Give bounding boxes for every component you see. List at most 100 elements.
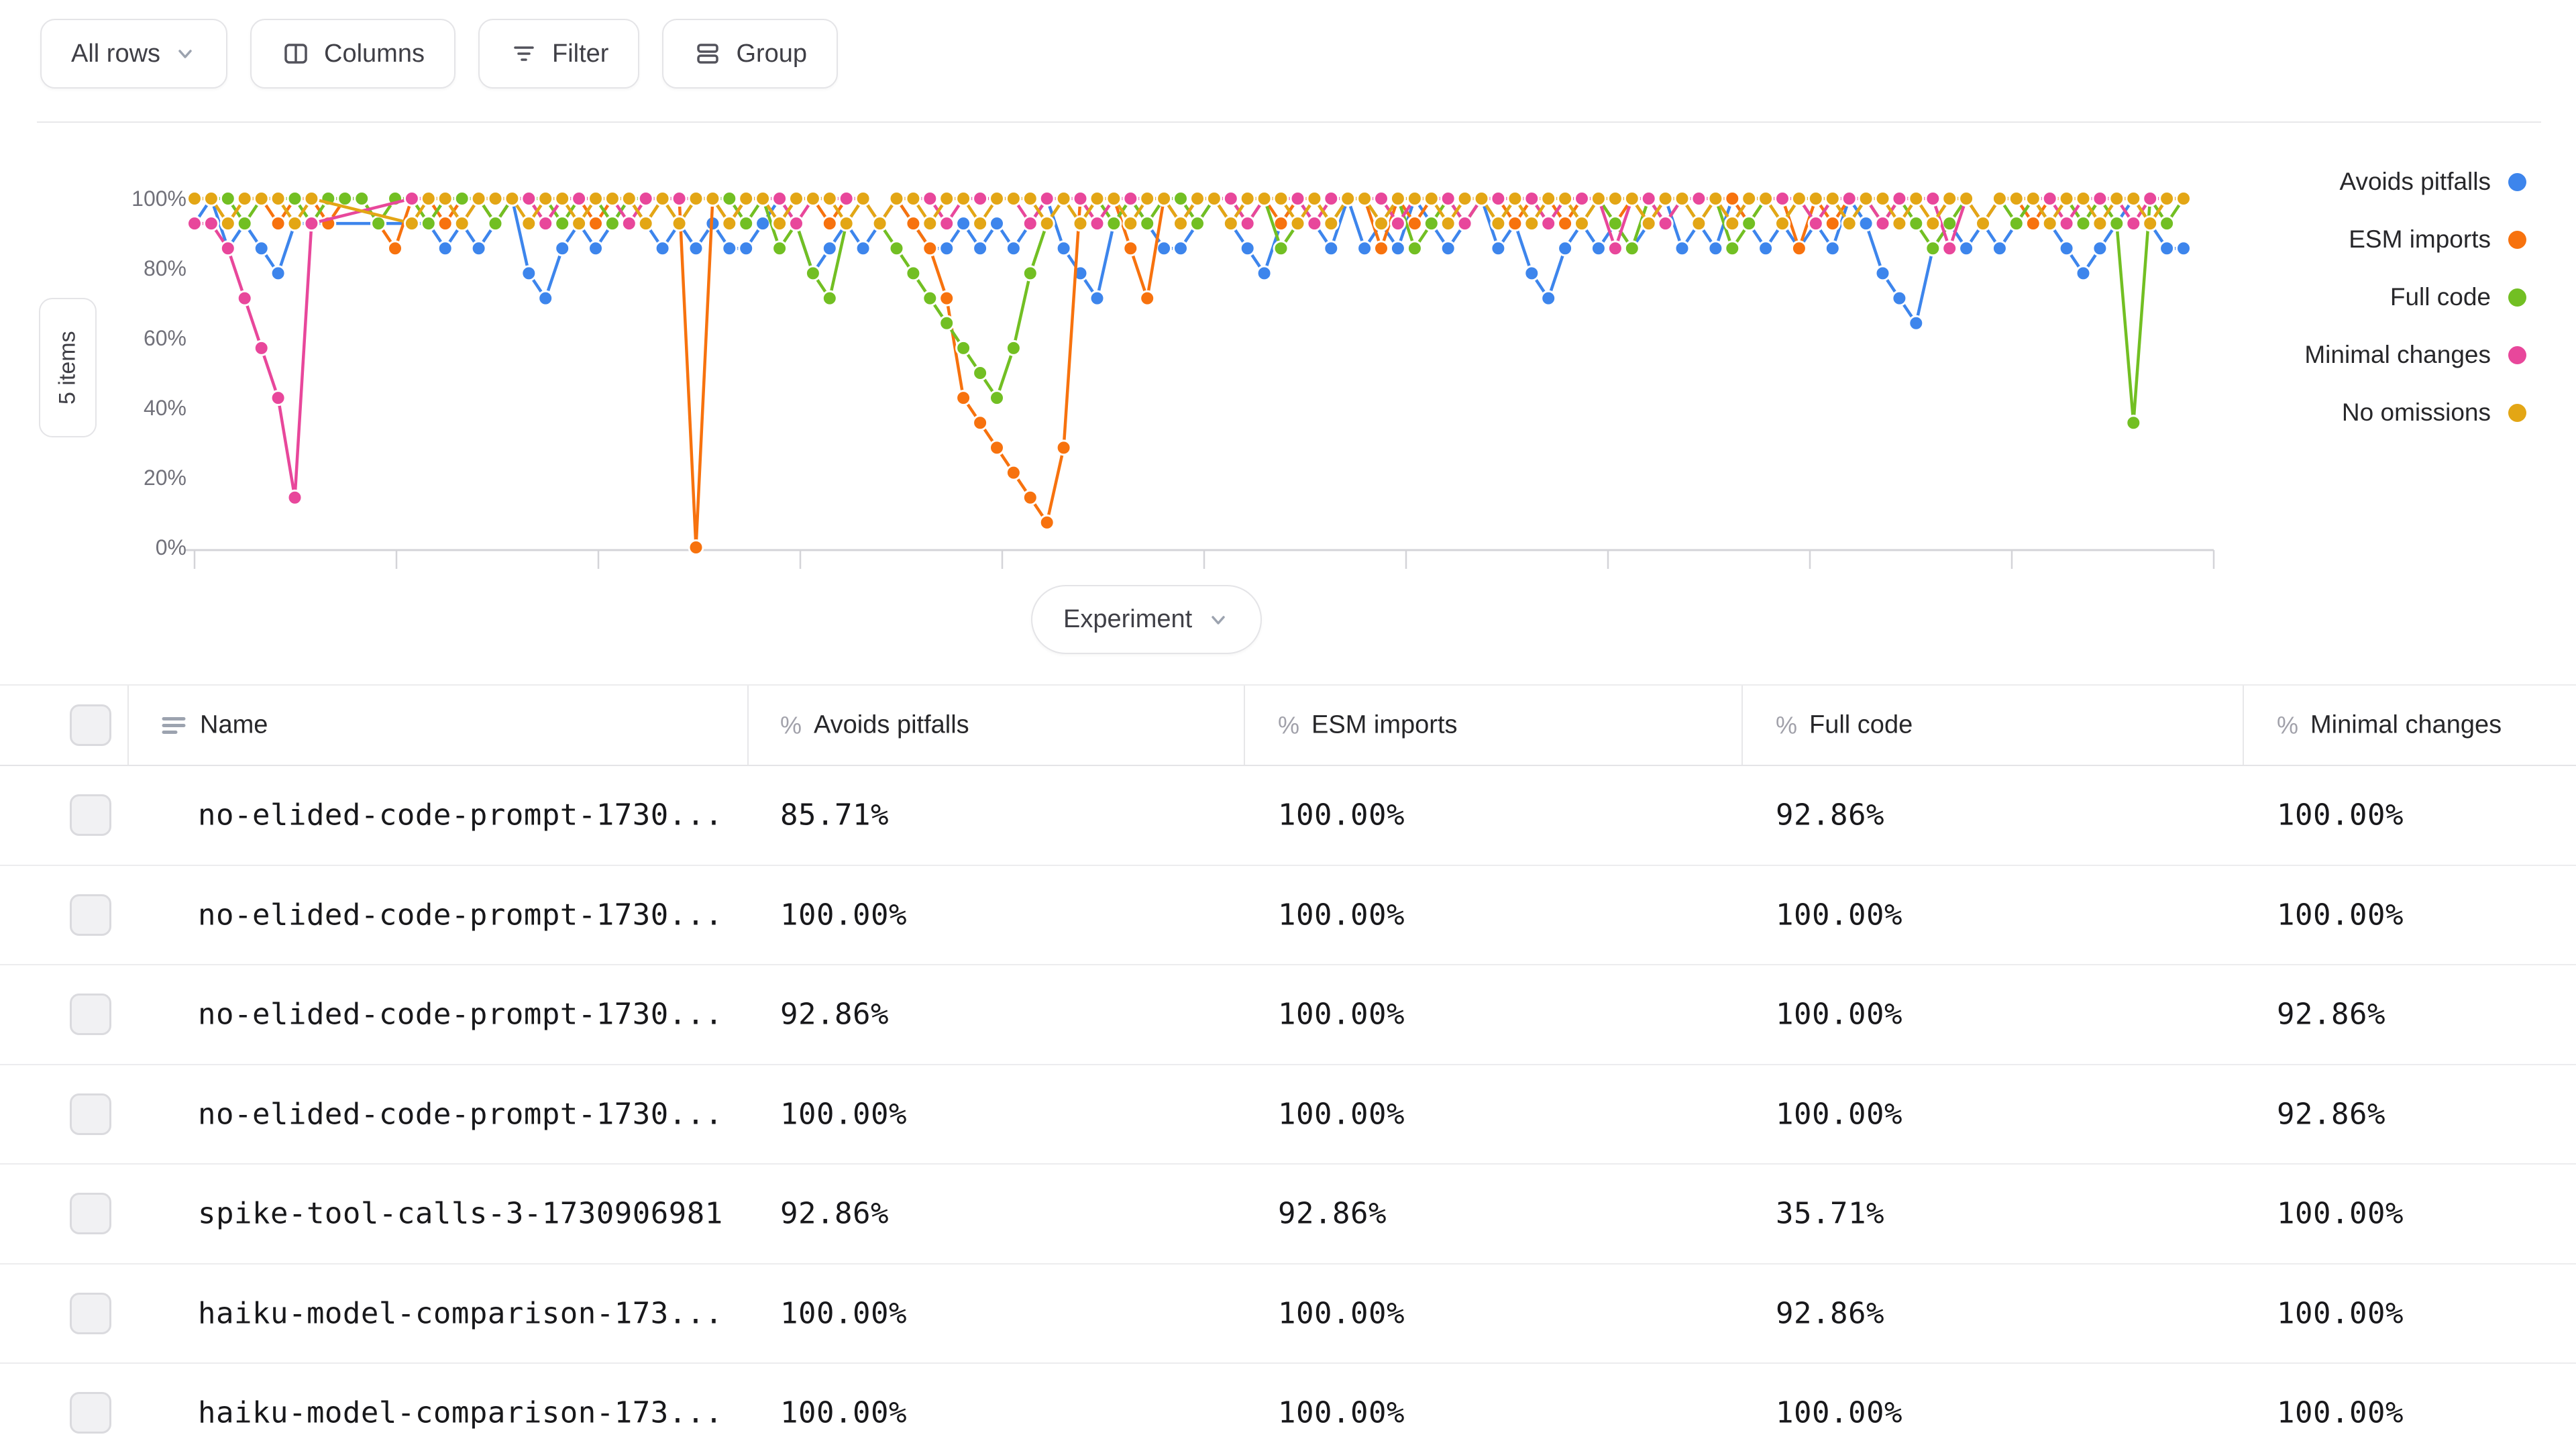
metric-value: 92.86% — [1278, 1196, 1387, 1231]
metric-value: 100.00% — [1278, 898, 1405, 932]
legend-dot — [2508, 345, 2526, 364]
percent-icon: % — [1278, 711, 1300, 739]
experiment-name[interactable]: haiku-model-comparison-173... — [198, 1395, 723, 1430]
table-row[interactable]: no-elided-code-prompt-1730... 100.00% 100.… — [0, 866, 2576, 965]
row-checkbox[interactable] — [70, 1193, 111, 1235]
series-no-omissions — [186, 191, 2192, 232]
legend-label: Full code — [2390, 283, 2491, 311]
metric-value: 100.00% — [780, 1395, 907, 1430]
y-axis-tick-label: 100% — [131, 186, 186, 211]
x-axis-field-label: Experiment — [1063, 605, 1193, 633]
x-axis-field-dropdown[interactable]: Experiment — [1031, 585, 1263, 654]
experiments-table: Name % Avoids pitfalls % ESM imports % F… — [0, 684, 2576, 1449]
metric-value: 100.00% — [1278, 1395, 1405, 1430]
series-minimal-changes — [186, 191, 2192, 506]
legend-item[interactable]: No omissions — [2304, 384, 2526, 441]
metric-value: 92.86% — [780, 997, 889, 1032]
metric-value: 35.71% — [1776, 1196, 1884, 1231]
metric-value: 92.86% — [1776, 1296, 1884, 1331]
metric-value: 92.86% — [780, 1196, 889, 1231]
chevron-down-icon — [1212, 615, 1225, 625]
row-checkbox[interactable] — [70, 994, 111, 1036]
y-axis-tick-label: 80% — [144, 256, 186, 280]
group-button[interactable]: Group — [662, 19, 839, 89]
legend-dot — [2508, 172, 2526, 191]
columns-icon — [284, 44, 307, 64]
experiment-name[interactable]: spike-tool-calls-3-1730906981 — [198, 1196, 723, 1231]
row-checkbox[interactable] — [70, 1292, 111, 1334]
row-checkbox[interactable] — [70, 894, 111, 936]
metric-value: 100.00% — [780, 1296, 907, 1331]
table-header: Name % Avoids pitfalls % ESM imports % F… — [0, 684, 2576, 766]
table-row[interactable]: no-elided-code-prompt-1730... 100.00% 100.… — [0, 1065, 2576, 1165]
y-axis-tick-label: 0% — [156, 535, 186, 559]
column-header-avoids-pitfalls[interactable]: % Avoids pitfalls — [780, 710, 969, 739]
metric-value: 100.00% — [2277, 1296, 2404, 1331]
row-checkbox[interactable] — [70, 794, 111, 837]
legend-dot — [2508, 403, 2526, 422]
group-label: Group — [736, 39, 808, 68]
metric-value: 100.00% — [780, 898, 907, 932]
series-avoids-pitfalls — [186, 191, 2192, 331]
experiment-name[interactable]: no-elided-code-prompt-1730... — [198, 1097, 723, 1132]
metric-value: 100.00% — [780, 1097, 907, 1132]
legend-dot — [2508, 230, 2526, 249]
legend-item[interactable]: Minimal changes — [2304, 326, 2526, 384]
metrics-chart[interactable]: 0% 20% 40% 60% 80% 100% — [0, 0, 2576, 678]
percent-icon: % — [2277, 711, 2299, 739]
metric-value: 100.00% — [2277, 1196, 2404, 1231]
metric-value: 100.00% — [1278, 1097, 1405, 1132]
filter-button[interactable]: Filter — [478, 19, 640, 89]
table-row[interactable]: spike-tool-calls-3-1730906981 92.86% 92.86… — [0, 1165, 2576, 1265]
percent-icon: % — [1776, 711, 1798, 739]
table-body: no-elided-code-prompt-1730... 85.71% 100.0… — [0, 766, 2576, 1449]
columns-label: Columns — [324, 39, 425, 68]
group-icon — [697, 44, 719, 64]
series-full-code — [186, 191, 2192, 431]
column-header-name[interactable]: Name — [161, 711, 268, 740]
experiment-name[interactable]: haiku-model-comparison-173... — [198, 1296, 723, 1331]
toolbar: All rows Columns Filter Group — [40, 19, 839, 89]
y-axis-tick-label: 40% — [144, 396, 186, 420]
column-header-esm-imports[interactable]: % ESM imports — [1278, 710, 1458, 739]
columns-button[interactable]: Columns — [250, 19, 455, 89]
filter-icon — [514, 46, 534, 61]
table-row[interactable]: haiku-model-comparison-173... 100.00% 100.… — [0, 1364, 2576, 1449]
metric-value: 92.86% — [1776, 798, 1884, 833]
column-divider — [127, 686, 129, 765]
all-rows-dropdown[interactable]: All rows — [40, 19, 228, 89]
text-column-icon — [162, 716, 186, 734]
column-divider — [1741, 686, 1743, 765]
column-divider — [747, 686, 749, 765]
chevron-down-icon — [178, 50, 192, 58]
select-all-checkbox[interactable] — [70, 704, 111, 746]
metric-value: 100.00% — [1776, 1395, 1902, 1430]
y-axis-tick-label: 20% — [144, 466, 186, 490]
metric-value: 100.00% — [1776, 1097, 1902, 1132]
metric-value: 85.71% — [780, 798, 889, 833]
metric-value: 100.00% — [1776, 898, 1902, 932]
experiment-name[interactable]: no-elided-code-prompt-1730... — [198, 798, 723, 833]
y-axis-tick-label: 60% — [144, 326, 186, 350]
legend-item[interactable]: Full code — [2304, 268, 2526, 326]
filter-label: Filter — [551, 39, 609, 68]
column-header-minimal-changes[interactable]: % Minimal changes — [2277, 710, 2502, 739]
legend-item[interactable]: ESM imports — [2304, 211, 2526, 268]
table-row[interactable]: haiku-model-comparison-173... 100.00% 100.… — [0, 1265, 2576, 1364]
metric-value: 100.00% — [2277, 1395, 2404, 1430]
legend-label: Minimal changes — [2304, 341, 2491, 368]
legend-label: Avoids pitfalls — [2339, 168, 2491, 195]
legend-label: ESM imports — [2349, 225, 2491, 253]
table-row[interactable]: no-elided-code-prompt-1730... 92.86% 100.0… — [0, 965, 2576, 1065]
metric-value: 100.00% — [1278, 1296, 1405, 1331]
metric-value: 92.86% — [2277, 997, 2385, 1032]
legend-item[interactable]: Avoids pitfalls — [2304, 153, 2526, 211]
items-count-badge[interactable]: 5 items — [39, 298, 97, 437]
column-divider — [1244, 686, 1245, 765]
row-checkbox[interactable] — [70, 1093, 111, 1135]
column-header-full-code[interactable]: % Full code — [1776, 710, 1913, 739]
experiment-name[interactable]: no-elided-code-prompt-1730... — [198, 997, 723, 1032]
experiment-name[interactable]: no-elided-code-prompt-1730... — [198, 898, 723, 932]
table-row[interactable]: no-elided-code-prompt-1730... 85.71% 100.0… — [0, 766, 2576, 866]
row-checkbox[interactable] — [70, 1392, 111, 1434]
